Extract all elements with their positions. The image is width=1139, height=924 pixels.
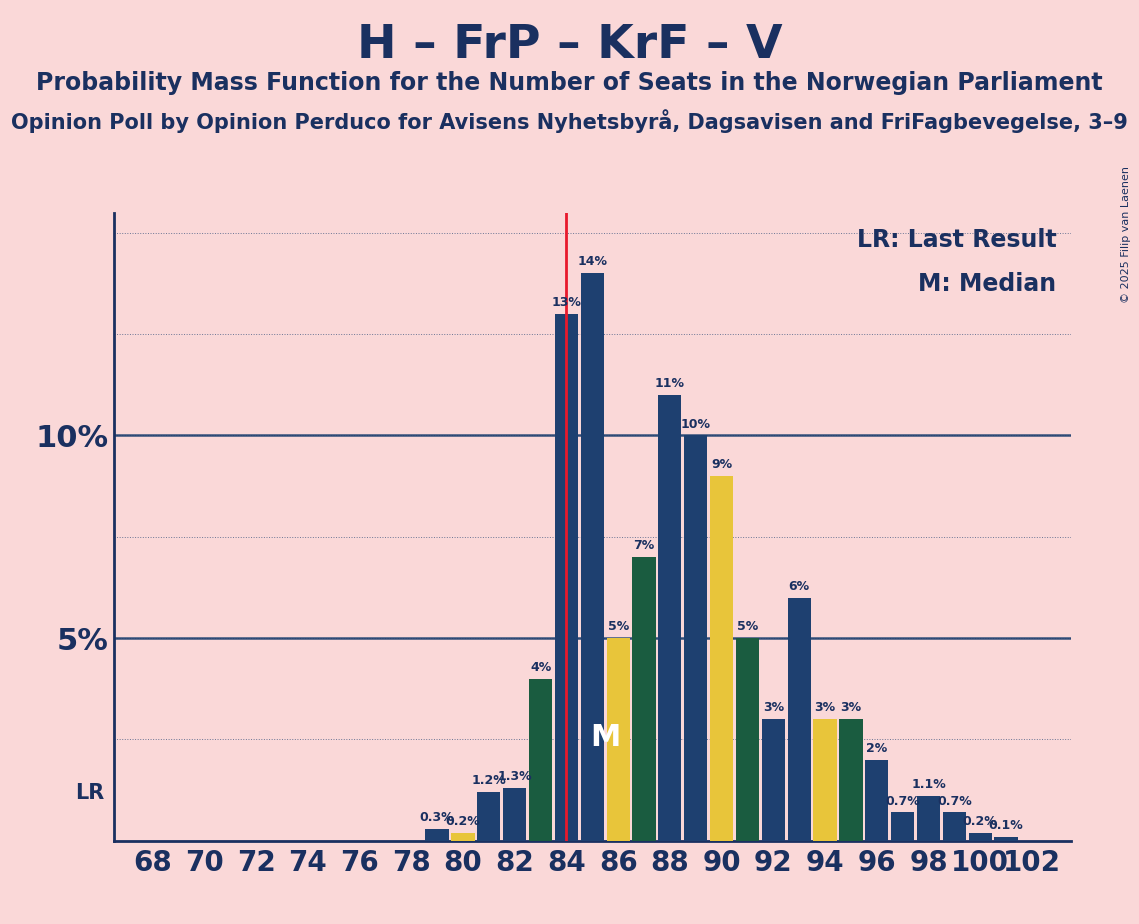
Text: Probability Mass Function for the Number of Seats in the Norwegian Parliament: Probability Mass Function for the Number…: [36, 71, 1103, 95]
Bar: [866, 760, 888, 841]
Text: 1.1%: 1.1%: [911, 778, 945, 791]
Text: M: M: [590, 723, 621, 751]
Bar: [426, 829, 449, 841]
Text: H – FrP – KrF – V: H – FrP – KrF – V: [357, 23, 782, 68]
Bar: [581, 274, 604, 841]
Text: 0.7%: 0.7%: [885, 795, 920, 808]
Text: 5%: 5%: [737, 620, 759, 633]
Text: 5%: 5%: [607, 620, 629, 633]
Text: 7%: 7%: [633, 540, 655, 553]
Bar: [994, 837, 1017, 841]
Text: 1.2%: 1.2%: [472, 774, 506, 787]
Bar: [477, 792, 500, 841]
Bar: [762, 719, 785, 841]
Bar: [917, 796, 940, 841]
Text: 14%: 14%: [577, 255, 607, 269]
Text: 0.3%: 0.3%: [420, 811, 454, 824]
Text: 6%: 6%: [788, 579, 810, 593]
Bar: [968, 833, 992, 841]
Bar: [943, 812, 966, 841]
Text: 1.3%: 1.3%: [498, 771, 532, 784]
Text: 11%: 11%: [655, 377, 685, 390]
Bar: [787, 598, 811, 841]
Bar: [555, 314, 579, 841]
Text: 0.2%: 0.2%: [445, 815, 481, 828]
Bar: [736, 638, 759, 841]
Bar: [528, 679, 552, 841]
Text: 13%: 13%: [551, 296, 581, 309]
Bar: [451, 833, 475, 841]
Text: 3%: 3%: [841, 701, 861, 714]
Text: © 2025 Filip van Laenen: © 2025 Filip van Laenen: [1121, 166, 1131, 303]
Bar: [891, 812, 915, 841]
Text: 0.7%: 0.7%: [937, 795, 972, 808]
Text: LR: LR: [75, 784, 105, 803]
Text: 2%: 2%: [866, 742, 887, 755]
Text: Opinion Poll by Opinion Perduco for Avisens Nyhetsbyrå, Dagsavisen and FriFagbev: Opinion Poll by Opinion Perduco for Avis…: [11, 109, 1129, 133]
Text: 10%: 10%: [681, 418, 711, 431]
Bar: [658, 395, 681, 841]
Bar: [710, 476, 734, 841]
Text: 3%: 3%: [814, 701, 836, 714]
Text: 9%: 9%: [711, 458, 732, 471]
Text: M: Median: M: Median: [918, 273, 1056, 297]
Text: 0.1%: 0.1%: [989, 819, 1023, 832]
Bar: [839, 719, 862, 841]
Text: 3%: 3%: [763, 701, 784, 714]
Text: 4%: 4%: [530, 661, 551, 674]
Bar: [503, 788, 526, 841]
Text: LR: Last Result: LR: Last Result: [857, 228, 1056, 252]
Bar: [685, 435, 707, 841]
Bar: [813, 719, 837, 841]
Text: 0.2%: 0.2%: [962, 815, 998, 828]
Bar: [632, 557, 656, 841]
Bar: [606, 638, 630, 841]
